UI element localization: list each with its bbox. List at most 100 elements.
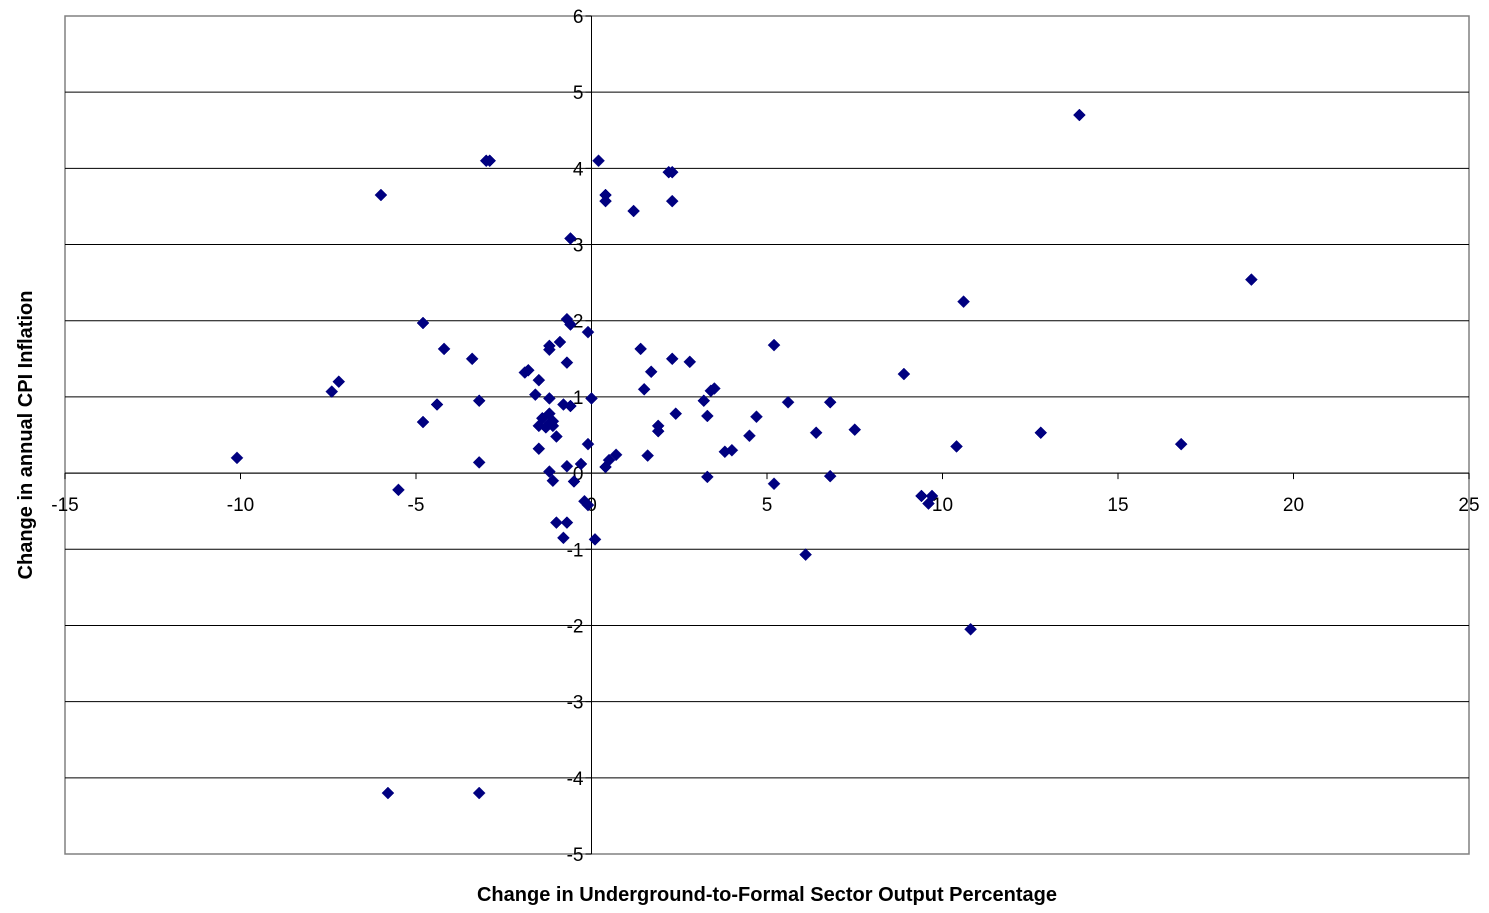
data-point (585, 392, 598, 405)
data-point (767, 477, 781, 491)
x-tick-label: -15 (51, 495, 78, 516)
data-point (683, 355, 697, 369)
x-tick-label: 25 (1458, 495, 1479, 516)
data-point (799, 548, 812, 561)
plot-area (64, 15, 1470, 855)
y-tick-label: -4 (567, 769, 584, 790)
axes (64, 15, 1470, 855)
x-tick-label: 5 (762, 495, 773, 516)
data-point (550, 430, 563, 443)
data-point (641, 449, 655, 462)
data-point (957, 295, 970, 309)
data-point (560, 356, 574, 369)
data-point (750, 410, 763, 424)
data-point (950, 440, 963, 453)
data-point (581, 325, 595, 339)
data-point (574, 457, 588, 471)
data-point (581, 498, 595, 512)
data-point (550, 516, 563, 529)
data-point (665, 194, 679, 208)
data-point (848, 423, 862, 437)
data-point (521, 363, 535, 377)
data-point (564, 318, 577, 331)
data-point (325, 385, 339, 398)
data-point (546, 474, 560, 488)
data-point (472, 456, 486, 469)
data-point (332, 375, 346, 389)
data-point (543, 392, 556, 405)
data-point (644, 365, 658, 379)
data-point (381, 786, 395, 800)
data-point (697, 394, 711, 408)
data-point (532, 373, 546, 387)
data-point (665, 165, 679, 179)
data-point (809, 426, 823, 440)
data-point (669, 407, 683, 421)
data-point (374, 188, 388, 202)
data-point (564, 399, 577, 413)
data-point (634, 342, 647, 356)
y-axis-title: Change in annual CPI Inflation (15, 291, 37, 580)
data-point (609, 448, 623, 462)
data-point (925, 489, 939, 503)
data-point (1174, 437, 1188, 451)
y-tick-label: 2 (573, 312, 584, 333)
data-point (546, 419, 560, 433)
y-tick-label: 5 (573, 83, 584, 104)
y-tick-label: 4 (573, 159, 584, 180)
data-point (564, 232, 577, 245)
data-points (230, 108, 1258, 800)
data-point (592, 154, 605, 168)
data-point (823, 469, 837, 483)
data-point (637, 382, 651, 396)
data-point (823, 395, 837, 409)
data-point (230, 451, 244, 465)
y-tick-label: 6 (573, 7, 584, 28)
y-tick-label: 0 (573, 464, 584, 485)
y-tick-label: -5 (567, 845, 584, 866)
data-point (743, 429, 756, 443)
data-point (725, 443, 739, 457)
data-point (560, 516, 574, 529)
y-tick-label: 3 (573, 236, 584, 257)
data-point (560, 459, 574, 473)
data-point (483, 154, 497, 168)
x-tick-label: 10 (932, 495, 953, 516)
data-point (581, 437, 595, 451)
data-point (472, 394, 486, 408)
data-point (465, 352, 479, 366)
data-point (665, 352, 679, 366)
data-point (1073, 108, 1086, 122)
data-point (430, 398, 444, 411)
data-point (700, 470, 714, 484)
data-point (767, 338, 781, 352)
data-point (651, 424, 665, 438)
data-point (416, 316, 430, 330)
data-point (599, 194, 612, 208)
data-point (588, 533, 602, 546)
data-point (392, 483, 405, 497)
data-point (915, 489, 928, 503)
x-tick-label: 15 (1107, 495, 1128, 516)
y-tick-label: -3 (567, 693, 584, 714)
data-point (543, 465, 556, 478)
data-point (707, 382, 721, 395)
data-point (567, 475, 581, 488)
y-tick-label: -2 (567, 616, 584, 637)
data-point (627, 204, 640, 218)
x-axis-title: Change in Underground-to-Formal Sector O… (477, 884, 1057, 906)
data-point (897, 367, 911, 381)
x-tick-label: -10 (227, 495, 254, 516)
data-point (553, 335, 567, 349)
data-point (472, 786, 486, 800)
x-tick-label: -5 (408, 495, 425, 516)
data-point (781, 395, 795, 409)
data-point (1034, 426, 1048, 440)
data-point (1245, 273, 1258, 286)
data-point (528, 388, 542, 401)
x-tick-label: 20 (1283, 495, 1304, 516)
y-tick-label: -1 (567, 540, 584, 561)
data-point (964, 622, 977, 636)
